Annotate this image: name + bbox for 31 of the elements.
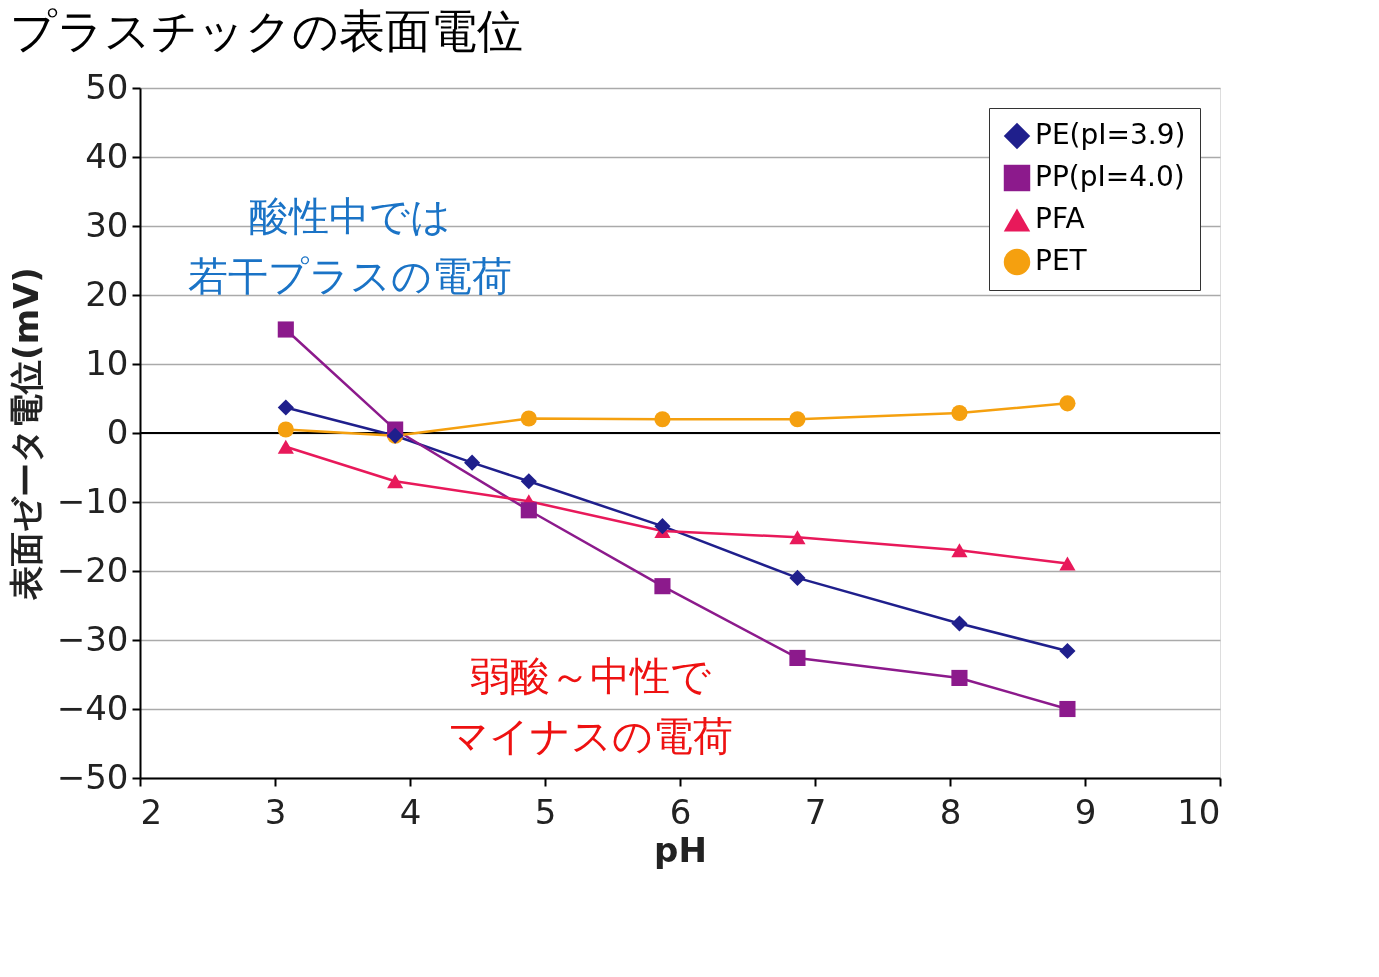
annotation: 弱酸～中性で xyxy=(469,653,711,699)
annotation: 酸性中では xyxy=(249,193,451,239)
x-tick-label: 5 xyxy=(534,791,557,832)
annotation: マイナスの電荷 xyxy=(447,713,733,759)
x-tick-label: 10 xyxy=(1177,791,1221,832)
y-tick-label: 0 xyxy=(106,411,129,452)
legend-label: PE(pI=3.9) xyxy=(1035,118,1186,151)
annotation: 若干プラスの電荷 xyxy=(188,253,512,299)
y-axis-title: 表面ゼータ電位(mV) xyxy=(5,267,46,601)
x-tick-label: 6 xyxy=(669,791,692,832)
y-tick-label: −20 xyxy=(56,549,129,590)
y-tick-label: 40 xyxy=(85,135,129,176)
x-tick-label: 7 xyxy=(804,791,827,832)
x-tick-label: 2 xyxy=(140,791,163,832)
y-tick-label: 50 xyxy=(85,66,129,107)
legend-label: PP(pI=4.0) xyxy=(1035,160,1185,193)
legend-label: PFA xyxy=(1035,202,1085,235)
y-tick-label: 10 xyxy=(85,342,129,383)
y-tick-label: −30 xyxy=(56,618,129,659)
y-tick-label: −50 xyxy=(56,756,129,797)
chart-title: プラスチックの表面電位 xyxy=(10,4,524,58)
y-tick-label: −10 xyxy=(56,480,129,521)
x-tick-label: 3 xyxy=(264,791,287,832)
x-axis-title: pH xyxy=(654,829,707,870)
x-tick-label: 9 xyxy=(1074,791,1097,832)
legend-label: PET xyxy=(1035,244,1088,277)
y-tick-label: 30 xyxy=(85,204,129,245)
y-tick-label: 20 xyxy=(85,273,129,314)
y-tick-label: −40 xyxy=(56,687,129,728)
x-tick-label: 8 xyxy=(939,791,962,832)
x-tick-label: 4 xyxy=(399,791,422,832)
